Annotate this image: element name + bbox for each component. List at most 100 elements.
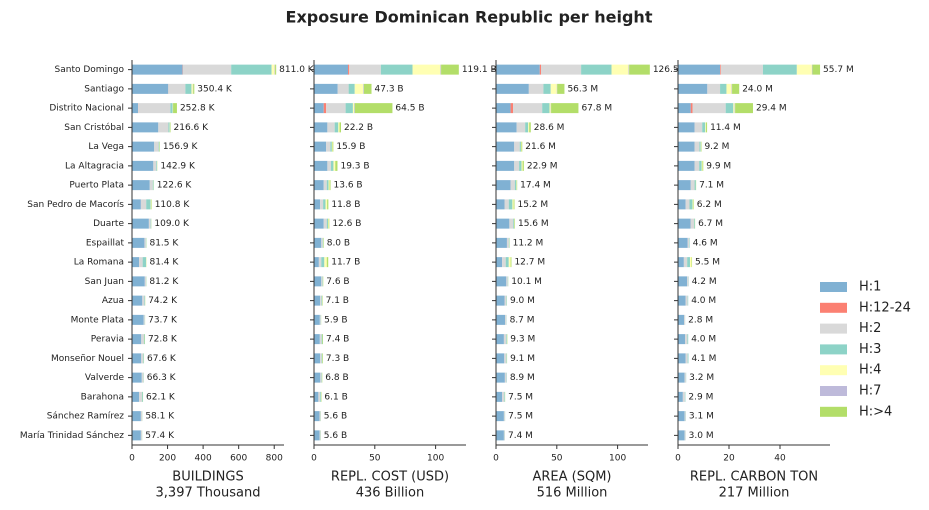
value-label: 110.8 K	[155, 200, 191, 210]
bar-segment	[699, 160, 702, 171]
bar-segment	[319, 334, 322, 345]
bar-segment	[678, 276, 688, 287]
bar-segment	[132, 218, 149, 229]
bar-segment	[693, 199, 694, 210]
bar-segment	[496, 160, 515, 171]
bar-segment	[519, 160, 522, 171]
bar-segment	[690, 218, 695, 229]
y-tick-label: San Pedro de Macorís	[27, 200, 124, 210]
y-tick-label: La Vega	[88, 142, 124, 152]
bar-segment	[138, 103, 171, 114]
bar-segment	[539, 64, 541, 75]
bar-segment	[139, 257, 143, 268]
bar-segment	[328, 218, 330, 229]
value-label: 3.1 M	[689, 412, 714, 422]
bar-segment	[496, 334, 504, 345]
x-tick-label: 800	[266, 454, 283, 464]
bar-segment	[506, 276, 508, 287]
value-label: 21.6 M	[525, 142, 556, 152]
bar-segment	[132, 199, 141, 210]
y-tick-label: Azua	[102, 296, 124, 306]
bar-segment	[496, 103, 511, 114]
bar-segment	[318, 257, 322, 268]
value-label: 11.2 M	[513, 238, 544, 248]
bar-segment	[504, 391, 505, 402]
bar-segment	[522, 160, 524, 171]
bar-segment	[678, 257, 684, 268]
value-label: 11.4 M	[710, 123, 741, 133]
x-tick-label: 0	[311, 454, 317, 464]
bar-segment	[323, 199, 326, 210]
bar-segment	[441, 64, 459, 75]
bar-segment	[687, 334, 689, 345]
bar-segment	[684, 411, 686, 422]
bar-segment	[525, 122, 529, 133]
bar-segment	[321, 276, 323, 287]
bar-segment	[528, 122, 530, 133]
x-axis-subtitle: 436 Billion	[356, 486, 425, 501]
value-label: 73.7 K	[148, 315, 178, 325]
legend-swatch	[820, 365, 847, 376]
bar-segment	[678, 103, 691, 114]
value-label: 2.8 M	[688, 315, 713, 325]
bar-segment	[503, 334, 507, 345]
value-label: 57.4 K	[145, 431, 175, 441]
bar-segment	[348, 83, 355, 94]
bar-segment	[132, 180, 150, 191]
bar-segment	[689, 237, 690, 248]
value-label: 122.6 K	[157, 181, 193, 191]
value-label: 10.1 M	[511, 277, 542, 287]
bar-segment	[320, 199, 324, 210]
bar-segment	[143, 353, 144, 364]
bar-segment	[706, 122, 708, 133]
y-tick-label: La Altagracia	[65, 161, 124, 171]
bar-segment	[327, 218, 329, 229]
bar-segment	[496, 180, 511, 191]
bar-segment	[348, 64, 350, 75]
bar-segment	[326, 218, 328, 229]
bar-segment	[314, 103, 324, 114]
bar-segment	[687, 353, 689, 364]
value-label: 7.1 M	[699, 181, 724, 191]
bar-segment	[678, 353, 686, 364]
bar-segment	[140, 199, 147, 210]
bar-segment	[320, 353, 322, 364]
bar-segment	[496, 64, 540, 75]
bar-segment	[132, 391, 140, 402]
bar-segment	[705, 122, 707, 133]
bar-segment	[321, 257, 325, 268]
bar-segment	[510, 103, 514, 114]
bar-segment	[516, 122, 526, 133]
value-label: 11.7 B	[331, 258, 360, 268]
value-label: 126.5 M	[653, 65, 689, 75]
bar-segment	[329, 180, 331, 191]
bar-segment	[314, 141, 327, 152]
bar-segment	[322, 353, 323, 364]
x-tick-label: 40	[774, 454, 786, 464]
bar-segment	[678, 334, 686, 345]
bar-segment	[349, 64, 381, 75]
x-axis-subtitle: 516 Million	[537, 486, 608, 501]
value-label: 9.9 M	[706, 161, 731, 171]
bar-segment	[314, 334, 320, 345]
bar-segment	[323, 218, 327, 229]
bar-segment	[512, 199, 514, 210]
bar-segment	[140, 411, 143, 422]
value-label: 6.2 M	[697, 200, 722, 210]
bar-segment	[691, 257, 693, 268]
value-label: 252.8 K	[180, 104, 216, 114]
bar-segment	[354, 83, 364, 94]
y-tick-label: Santiago	[84, 84, 124, 94]
value-label: 811.0 K	[279, 65, 315, 75]
bar-segment	[326, 103, 346, 114]
bar-segment	[707, 83, 721, 94]
value-label: 58.1 K	[145, 412, 175, 422]
legend-label: H:1	[859, 280, 881, 295]
bar-segment	[132, 353, 142, 364]
x-axis-label: AREA (SQM)	[532, 470, 611, 485]
value-label: 7.4 B	[326, 335, 349, 345]
bar-segment	[132, 411, 141, 422]
bar-segment	[508, 199, 513, 210]
bar-segment	[551, 103, 579, 114]
bar-segment	[314, 180, 324, 191]
